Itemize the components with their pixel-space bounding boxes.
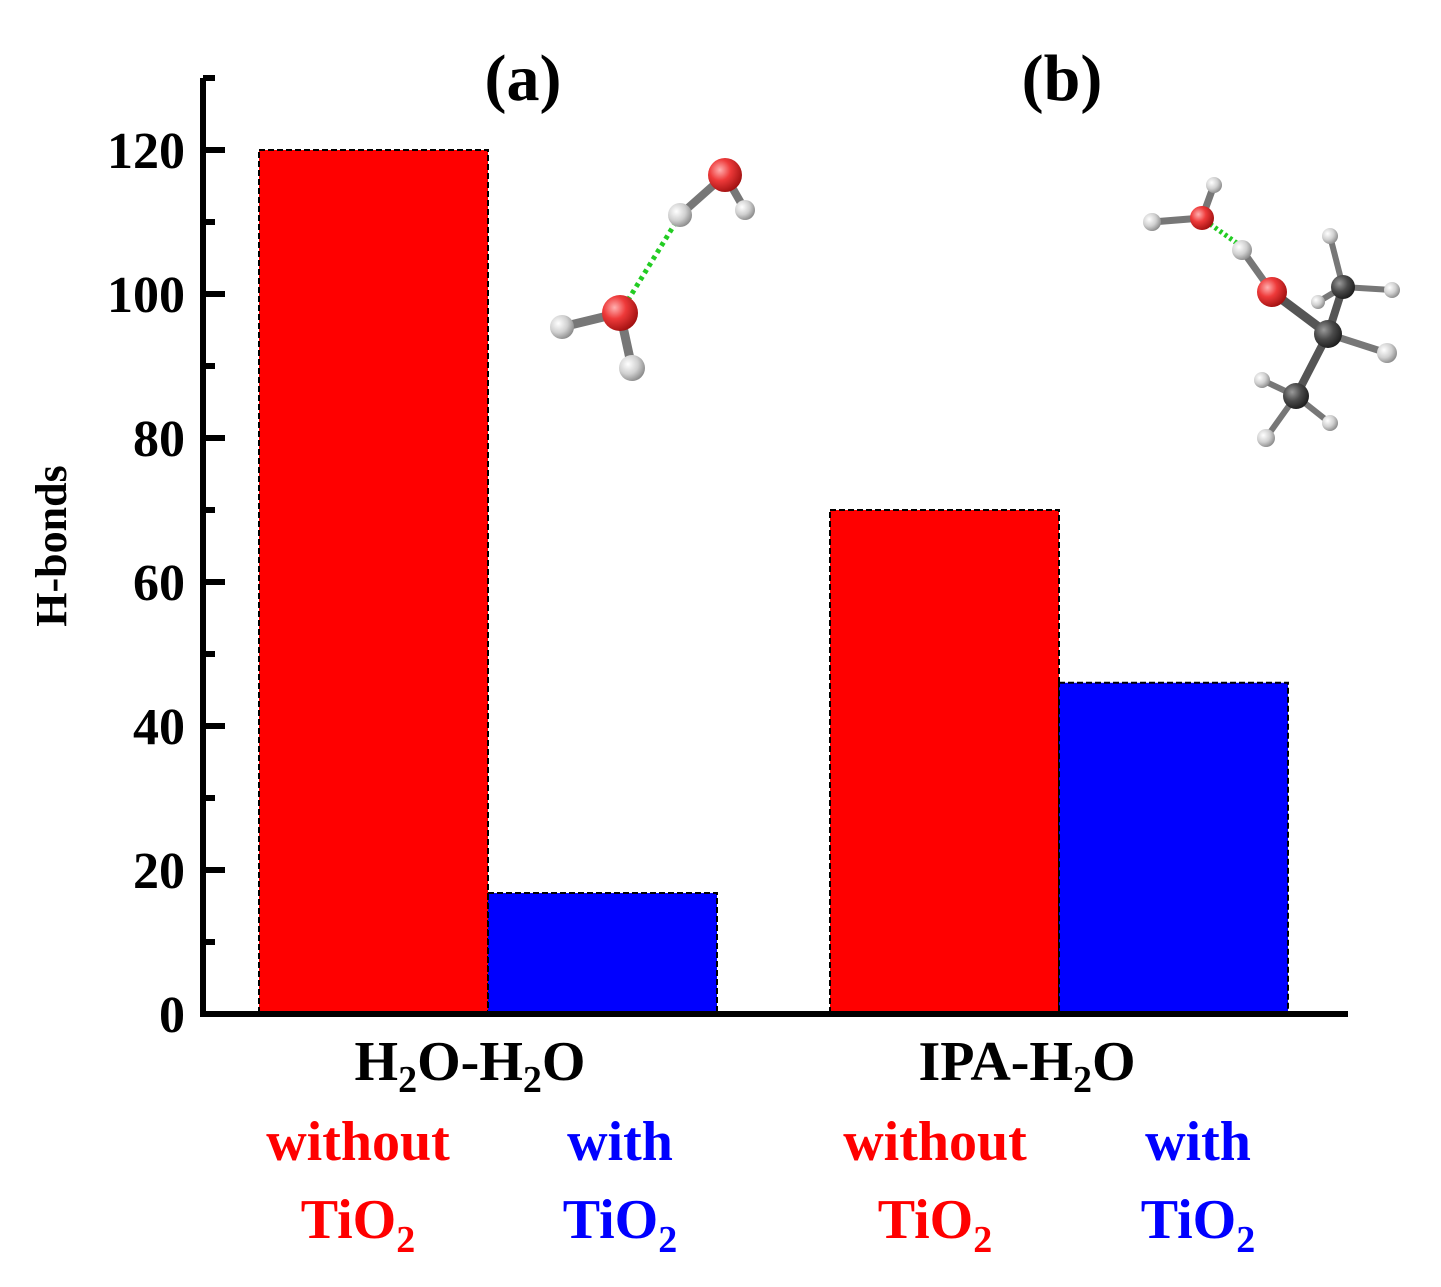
y-tick-label: 0: [159, 987, 185, 1044]
bar-without-tio2-2: [829, 509, 1060, 1015]
hydrogen-bond: [625, 220, 679, 302]
hydrogen-atom: [1377, 343, 1397, 363]
hydrogen-atom: [1384, 282, 1400, 298]
hydrogen-atom: [1257, 429, 1275, 447]
hydrogen-atom: [668, 203, 692, 227]
condition-label-line2: TiO2: [878, 1189, 992, 1261]
hydrogen-atom: [619, 355, 645, 381]
panel-label: (b): [1022, 42, 1103, 115]
y-tick-label: 20: [133, 843, 185, 900]
carbon-atom: [1283, 383, 1309, 409]
x-category-label: IPA-H2O: [918, 1031, 1135, 1101]
carbon-atom: [1331, 275, 1355, 299]
bar-with-tio2-1: [487, 892, 718, 1015]
hydrogen-atom: [1143, 213, 1161, 231]
axes-layer: 0 20 40 60 80 100 120 H-bonds: [27, 75, 1348, 1044]
condition-label-line1: with: [567, 1111, 673, 1173]
hydrogen-atom: [1322, 228, 1338, 244]
hydrogen-atom: [1206, 177, 1222, 193]
oxygen-atom: [1257, 277, 1287, 307]
y-tick-label: 100: [107, 267, 185, 324]
y-tick-label: 40: [133, 699, 185, 756]
y-axis-title: H-bonds: [27, 465, 76, 626]
condition-label-line2: TiO2: [301, 1189, 415, 1261]
condition-label-line1: without: [843, 1111, 1027, 1173]
panel-label: (a): [485, 42, 562, 115]
condition-label-line1: with: [1145, 1111, 1251, 1173]
oxygen-atom: [708, 158, 742, 192]
y-tick-label: 120: [107, 123, 185, 180]
hydrogen-atom: [550, 315, 574, 339]
hydrogen-atom: [1322, 415, 1338, 431]
x-category-label: H2O-H2O: [355, 1031, 586, 1101]
condition-label-line1: without: [266, 1111, 450, 1173]
y-tick-label: 80: [133, 411, 185, 468]
carbon-atom: [1314, 320, 1342, 348]
water-dimer-molecule: [550, 158, 755, 381]
labels-layer: (a) (b) H2O-H2O IPA-H2O without TiO2 with TiO2 w…: [266, 42, 1255, 1261]
condition-label-line2: TiO2: [563, 1189, 677, 1261]
ipa-water-molecule: [1143, 177, 1400, 447]
hydrogen-atom: [1311, 295, 1325, 309]
oxygen-atom: [1190, 206, 1214, 230]
y-tick-label: 60: [133, 555, 185, 612]
hydrogen-bond: [1208, 221, 1240, 247]
bar-without-tio2-1: [258, 149, 489, 1015]
condition-label-line2: TiO2: [1141, 1189, 1255, 1261]
hydrogen-atom: [735, 200, 755, 220]
bars-layer: [258, 149, 1289, 1015]
oxygen-atom: [602, 295, 638, 331]
hydrogen-atom: [1232, 240, 1252, 260]
bar-with-tio2-2: [1058, 681, 1289, 1015]
hydrogen-atom: [1254, 372, 1270, 388]
